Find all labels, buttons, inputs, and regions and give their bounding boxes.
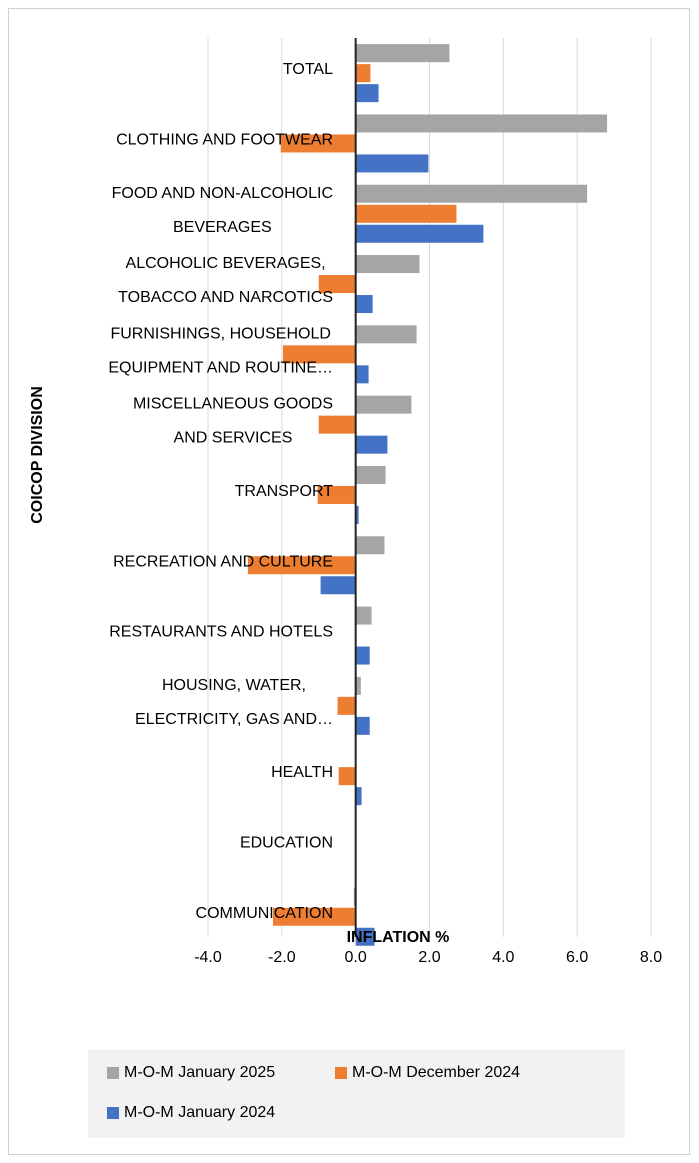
category-label: ALCOHOLIC BEVERAGES, TOBACCO AND NARCOTIC…	[118, 255, 333, 306]
bar	[355, 84, 379, 103]
bar	[247, 556, 356, 575]
category-label: RESTAURANTS AND HOTELS	[109, 624, 333, 641]
category-label: TOTAL	[283, 61, 333, 78]
bar	[320, 576, 356, 595]
y-axis-title: COICOP DIVISION	[29, 386, 46, 524]
legend-label: M-O-M January 2024	[124, 1104, 275, 1121]
category-label: EDUCATION	[240, 835, 333, 852]
x-tick-label: 4.0	[492, 949, 514, 966]
category-label: RECREATION AND CULTURE	[113, 553, 333, 570]
bar	[318, 415, 356, 434]
bar	[355, 64, 371, 83]
bar	[355, 536, 385, 555]
category-label: HOUSING, WATER, ELECTRICITY, GAS AND…	[135, 677, 333, 728]
bar	[355, 606, 372, 625]
x-tick-label: 0.0	[345, 949, 367, 966]
bar	[355, 927, 375, 946]
category-label: CLOTHING AND FOOTWEAR	[116, 132, 333, 149]
bar	[355, 325, 417, 344]
legend-label: M-O-M January 2025	[124, 1064, 275, 1081]
x-axis-title: INFLATION %	[347, 929, 450, 946]
legend-swatch	[107, 1067, 119, 1079]
category-label: FURNISHINGS, HOUSEHOLD EQUIPMENT AND ROUT…	[108, 326, 333, 377]
x-tick-label: -2.0	[268, 949, 296, 966]
bar	[355, 224, 484, 243]
bar	[355, 255, 420, 274]
bar	[355, 505, 359, 524]
bar	[355, 787, 362, 806]
bar	[355, 114, 608, 133]
labels: TOTAL CLOTHING AND FOOTWEAR FOOD AND NON-A…	[108, 61, 333, 922]
bar	[317, 485, 356, 504]
bar	[355, 465, 386, 484]
legend-background	[88, 1050, 625, 1138]
bar	[355, 676, 361, 695]
bar	[318, 275, 356, 294]
x-tick-label: 6.0	[566, 949, 588, 966]
bar	[355, 365, 369, 384]
legend-label: M-O-M December 2024	[352, 1064, 520, 1081]
x-tick-label: 2.0	[418, 949, 440, 966]
x-tick-label: -4.0	[194, 949, 222, 966]
bar	[282, 345, 356, 364]
bar	[355, 184, 588, 203]
category-label: HEALTH	[271, 764, 333, 781]
bar	[355, 154, 429, 173]
bar	[355, 295, 373, 314]
category-label: FOOD AND NON-ALCOHOLIC BEVERAGES	[112, 185, 333, 236]
bar	[355, 435, 388, 454]
category-label: COMMUNICATION	[196, 905, 333, 922]
bar	[355, 646, 370, 665]
bar	[355, 716, 370, 735]
x-tick-label: 8.0	[640, 949, 662, 966]
bar	[355, 395, 412, 414]
category-label: TRANSPORT	[235, 483, 334, 500]
legend-swatch	[335, 1067, 347, 1079]
bar	[272, 907, 356, 926]
bars	[247, 38, 608, 946]
bar	[280, 134, 356, 153]
bar	[355, 204, 457, 223]
legend-swatch	[107, 1107, 119, 1119]
bar	[355, 44, 450, 63]
bar	[338, 767, 356, 786]
bar	[337, 696, 356, 715]
category-label: MISCELLANEOUS GOODS AND SERVICES	[133, 396, 333, 447]
